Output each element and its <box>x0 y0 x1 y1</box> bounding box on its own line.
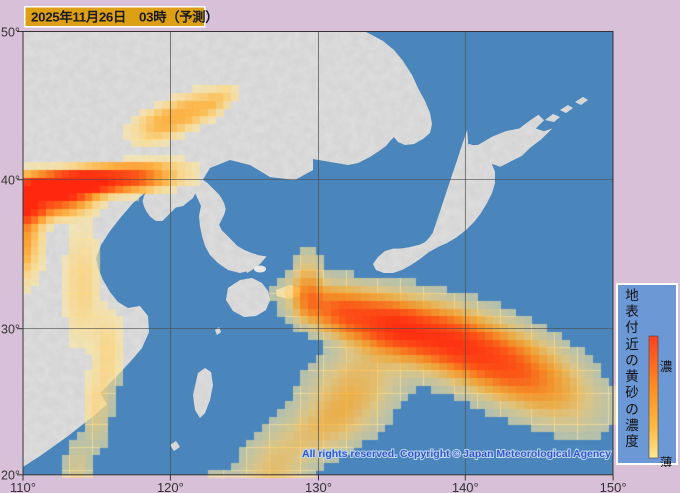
svg-text:砂: 砂 <box>625 385 639 400</box>
svg-text:度: 度 <box>625 434 639 449</box>
svg-text:濃: 濃 <box>660 360 673 374</box>
svg-text:濃: 濃 <box>625 418 639 433</box>
svg-text:黄: 黄 <box>625 369 639 384</box>
svg-text:地: 地 <box>625 288 639 303</box>
svg-text:薄: 薄 <box>660 455 673 467</box>
svg-text:付: 付 <box>625 320 639 335</box>
svg-text:の: の <box>625 353 639 368</box>
svg-text:表: 表 <box>625 304 639 319</box>
svg-text:の: の <box>625 402 639 417</box>
svg-text:近: 近 <box>625 337 639 352</box>
